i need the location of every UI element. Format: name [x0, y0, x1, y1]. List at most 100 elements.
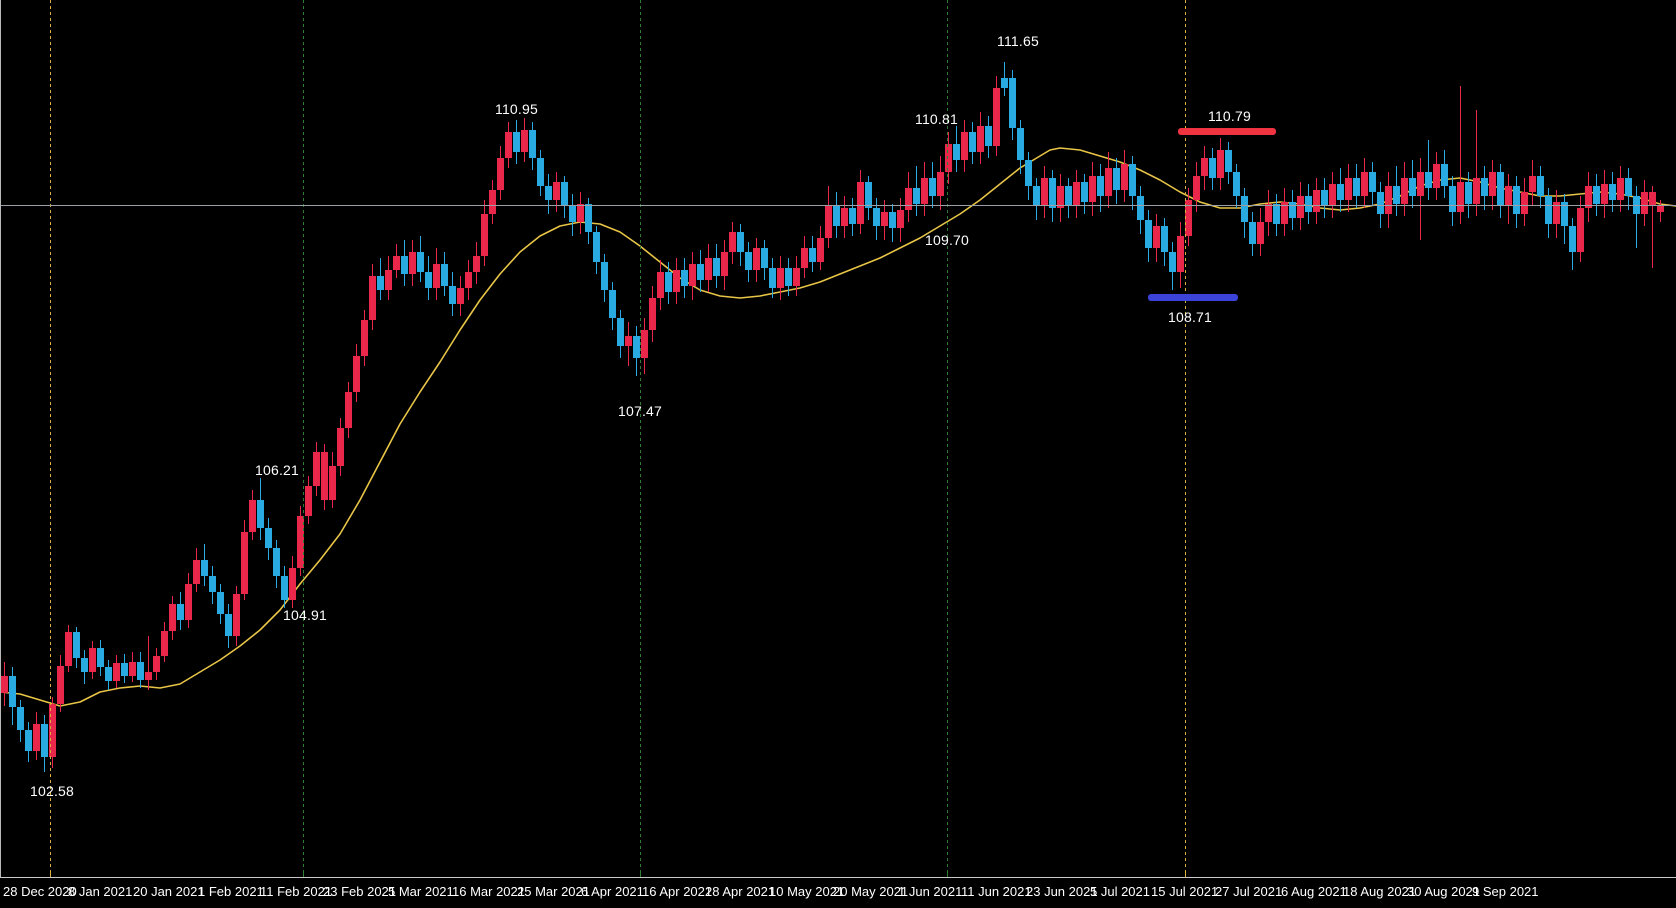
- candle-body: [1128, 164, 1136, 196]
- candle-body: [24, 730, 32, 751]
- x-axis-label[interactable]: 5 Mar 2021: [388, 884, 454, 899]
- candle-body: [48, 704, 56, 757]
- candle-body: [536, 158, 544, 186]
- candle-body: [336, 428, 344, 466]
- candle: [16, 700, 24, 742]
- x-axis-label[interactable]: 1 Jun 2021: [898, 884, 963, 899]
- candle-body: [280, 576, 288, 600]
- x-axis-label[interactable]: 5 Jul 2021: [1090, 884, 1150, 899]
- candle-body: [544, 186, 552, 200]
- candle-body: [272, 548, 280, 576]
- x-axis-label[interactable]: 15 Jul 2021: [1151, 884, 1219, 899]
- x-axis-label[interactable]: 25 Mar 2021: [517, 884, 590, 899]
- candle-body: [424, 272, 432, 288]
- candle-body: [1336, 184, 1344, 200]
- candle-body: [1024, 160, 1032, 186]
- x-axis-label[interactable]: 23 Feb 2021: [323, 884, 397, 899]
- candle-body: [1472, 178, 1480, 204]
- candle-body: [1104, 168, 1112, 196]
- candle: [832, 192, 840, 238]
- x-axis-label[interactable]: 23 Jun 2021: [1026, 884, 1098, 899]
- x-axis-label[interactable]: 16 Mar 2021: [452, 884, 525, 899]
- candle: [1296, 182, 1304, 230]
- candle: [1360, 158, 1368, 208]
- x-axis-label[interactable]: 6 Aug 2021: [1281, 884, 1347, 899]
- chart-plot-area[interactable]: 102.58 104.91 106.21 110.95 107.47 109.70 110.…: [0, 0, 1676, 878]
- candle: [240, 520, 248, 600]
- candle: [1128, 156, 1136, 210]
- candle-body: [1640, 192, 1648, 214]
- x-axis-label[interactable]: 10 May 2021: [769, 884, 845, 899]
- candle-body: [728, 232, 736, 252]
- x-axis-label[interactable]: 9 Sep 2021: [1472, 884, 1539, 899]
- separator-yellow-2: [1185, 0, 1186, 878]
- candle-body: [1552, 202, 1560, 224]
- candle-body: [1184, 200, 1192, 236]
- x-axis-label[interactable]: 27 Jul 2021: [1215, 884, 1283, 899]
- candle-body: [1592, 186, 1600, 204]
- x-axis-label[interactable]: 28 Apr 2021: [705, 884, 776, 899]
- candle: [904, 172, 912, 222]
- candle: [544, 174, 552, 214]
- candle: [528, 122, 536, 170]
- candle: [1152, 214, 1160, 262]
- candle: [520, 118, 528, 162]
- candle-body: [216, 592, 224, 614]
- candle: [480, 200, 488, 266]
- x-axis-label[interactable]: 16 Apr 2021: [642, 884, 713, 899]
- candle-body: [1328, 184, 1336, 206]
- candle-body: [416, 252, 424, 272]
- x-axis-label[interactable]: 11 Jun 2021: [961, 884, 1032, 899]
- candle-body: [1352, 178, 1360, 196]
- candle-body: [888, 212, 896, 228]
- x-axis-date-labels[interactable]: 28 Dec 2020 8 Jan 2021 20 Jan 2021 1 Feb 20…: [0, 878, 1676, 908]
- x-axis-label[interactable]: 11 Feb 2021: [260, 884, 333, 899]
- support-line[interactable]: [1148, 294, 1238, 301]
- candle: [1512, 176, 1520, 228]
- candle-body: [40, 724, 48, 757]
- candle: [208, 566, 216, 604]
- candle: [344, 382, 352, 438]
- candle: [224, 604, 232, 648]
- candle-body: [1280, 202, 1288, 224]
- x-axis-label[interactable]: 8 Jan 2021: [68, 884, 133, 899]
- x-axis-label[interactable]: 1 Feb 2021: [198, 884, 264, 899]
- candle: [984, 116, 992, 158]
- candle: [888, 204, 896, 242]
- x-axis-label[interactable]: 20 May 2021: [833, 884, 909, 899]
- candle-body: [0, 676, 8, 693]
- candle-body: [912, 188, 920, 204]
- candle-body: [1376, 192, 1384, 214]
- candle: [848, 198, 856, 236]
- x-axis-label[interactable]: 18 Aug 2021: [1343, 884, 1417, 899]
- support-level-108-71: 108.71: [1168, 309, 1213, 325]
- x-axis-label[interactable]: 20 Jan 2021: [133, 884, 205, 899]
- candle: [1136, 186, 1144, 234]
- candle-body: [104, 667, 112, 681]
- candle: [1304, 184, 1312, 224]
- candle: [1648, 186, 1656, 268]
- candle: [1200, 146, 1208, 190]
- candle-body: [1200, 158, 1208, 176]
- candle: [584, 198, 592, 244]
- x-axis-label[interactable]: 6 Apr 2021: [581, 884, 644, 899]
- candle-body: [88, 648, 96, 672]
- candle: [1464, 172, 1472, 218]
- candle: [264, 518, 272, 560]
- candle-body: [512, 132, 520, 152]
- resistance-line[interactable]: [1178, 128, 1276, 135]
- swing-low-107-47: 107.47: [618, 403, 663, 419]
- candle-body: [1272, 204, 1280, 224]
- x-axis-label[interactable]: 28 Dec 2020: [3, 884, 77, 899]
- candle-body: [1496, 172, 1504, 206]
- candle-body: [1080, 182, 1088, 202]
- candle: [1344, 164, 1352, 212]
- candle-body: [1512, 186, 1520, 214]
- candle-body: [1424, 172, 1432, 188]
- candle-body: [760, 248, 768, 268]
- x-axis-label[interactable]: 30 Aug 2021: [1407, 884, 1481, 899]
- candle: [280, 566, 288, 608]
- candle-body: [648, 298, 656, 330]
- candle-body: [784, 268, 792, 286]
